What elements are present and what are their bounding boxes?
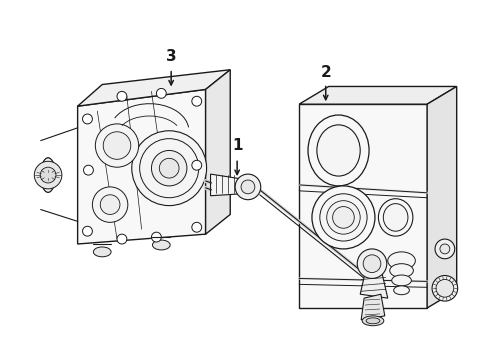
Circle shape bbox=[100, 195, 120, 215]
Ellipse shape bbox=[317, 125, 360, 176]
Polygon shape bbox=[211, 174, 242, 196]
Ellipse shape bbox=[41, 158, 55, 192]
Circle shape bbox=[159, 158, 179, 178]
Ellipse shape bbox=[378, 199, 413, 236]
Circle shape bbox=[333, 207, 354, 228]
Ellipse shape bbox=[41, 158, 55, 192]
Ellipse shape bbox=[152, 240, 170, 250]
Circle shape bbox=[151, 150, 187, 186]
Circle shape bbox=[40, 167, 56, 183]
Circle shape bbox=[235, 174, 261, 200]
Circle shape bbox=[363, 255, 381, 273]
Circle shape bbox=[192, 160, 202, 170]
Ellipse shape bbox=[362, 316, 384, 326]
Polygon shape bbox=[427, 86, 457, 308]
Text: 2: 2 bbox=[320, 64, 331, 80]
Circle shape bbox=[357, 249, 387, 278]
Text: 3: 3 bbox=[166, 49, 176, 64]
Polygon shape bbox=[77, 70, 230, 106]
Ellipse shape bbox=[43, 163, 53, 187]
Circle shape bbox=[132, 131, 207, 206]
Circle shape bbox=[82, 114, 93, 124]
Ellipse shape bbox=[392, 275, 412, 286]
Text: 1: 1 bbox=[232, 138, 243, 153]
Circle shape bbox=[432, 275, 458, 301]
Circle shape bbox=[327, 201, 360, 234]
Circle shape bbox=[34, 161, 62, 189]
Ellipse shape bbox=[388, 252, 416, 270]
Circle shape bbox=[440, 244, 450, 254]
Ellipse shape bbox=[94, 247, 111, 257]
Circle shape bbox=[435, 239, 455, 259]
Ellipse shape bbox=[383, 204, 408, 231]
Circle shape bbox=[117, 91, 127, 101]
Ellipse shape bbox=[366, 318, 380, 324]
Circle shape bbox=[320, 194, 367, 241]
Circle shape bbox=[103, 132, 131, 159]
Circle shape bbox=[117, 234, 127, 244]
Circle shape bbox=[192, 222, 202, 232]
Polygon shape bbox=[361, 294, 385, 320]
Circle shape bbox=[140, 139, 199, 198]
Polygon shape bbox=[360, 269, 388, 298]
Circle shape bbox=[96, 124, 139, 167]
Circle shape bbox=[83, 165, 94, 175]
Circle shape bbox=[82, 226, 93, 236]
Circle shape bbox=[151, 232, 161, 242]
Circle shape bbox=[156, 89, 166, 98]
Polygon shape bbox=[299, 104, 427, 308]
Ellipse shape bbox=[308, 115, 369, 186]
Ellipse shape bbox=[393, 286, 410, 295]
Polygon shape bbox=[206, 70, 230, 234]
Ellipse shape bbox=[390, 264, 414, 278]
Circle shape bbox=[192, 96, 202, 106]
Circle shape bbox=[436, 279, 454, 297]
Polygon shape bbox=[299, 86, 457, 104]
Circle shape bbox=[241, 180, 255, 194]
Circle shape bbox=[93, 187, 128, 222]
Ellipse shape bbox=[45, 168, 51, 182]
Circle shape bbox=[312, 186, 375, 249]
Polygon shape bbox=[77, 89, 206, 244]
